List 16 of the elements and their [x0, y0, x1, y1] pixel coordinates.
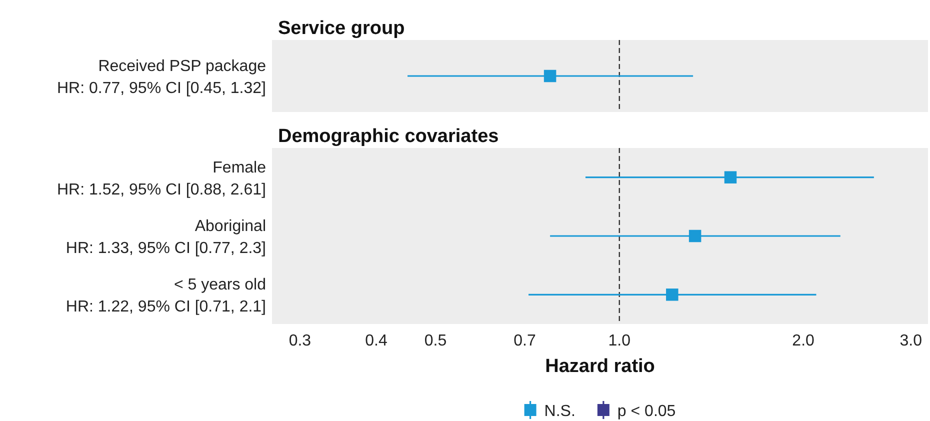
x-tick-label: 1.0 — [608, 332, 631, 350]
x-tick-label: 0.7 — [514, 332, 536, 350]
x-axis-title: Hazard ratio — [545, 356, 655, 377]
y-tick-label: Received PSP package HR: 0.77, 95% CI [0.45, 1.32] — [56, 58, 266, 97]
y-tick-label: Aboriginal HR: 1.33, 95% CI [0.77, 2.3] — [66, 218, 266, 257]
x-tick-label: 2.0 — [792, 332, 815, 350]
legend-label: N.S. — [544, 403, 576, 420]
chart-title: Service group — [278, 18, 405, 39]
legend-label: p < 0.05 — [617, 403, 676, 420]
x-tick-label: 0.4 — [365, 332, 388, 350]
x-tick-label: 0.3 — [288, 332, 312, 350]
y-tick-label: < 5 years old HR: 1.22, 95% CI [0.71, 2.1] — [66, 276, 266, 316]
x-tick-label: 0.5 — [424, 332, 447, 350]
x-tick-label: 3.0 — [900, 332, 922, 350]
y-tick-label: Female HR: 1.52, 95% CI [0.88, 2.61] — [56, 159, 266, 198]
chart-title: Demographic covariates — [278, 126, 499, 147]
